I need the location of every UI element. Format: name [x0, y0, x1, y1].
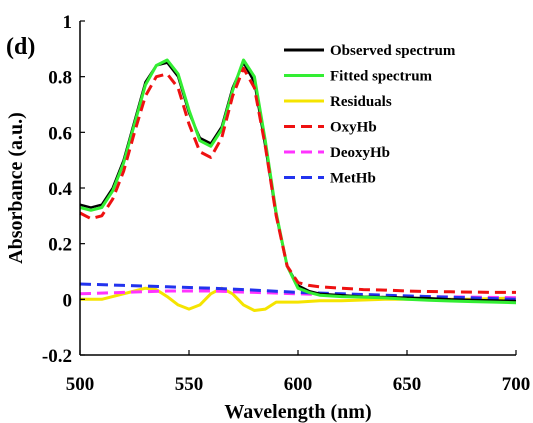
x-tick-label: 500 [66, 374, 95, 395]
legend-label: Observed spectrum [330, 43, 456, 59]
y-tick-label: 0.4 [48, 179, 72, 200]
y-tick-label: 0.6 [48, 123, 72, 144]
x-tick-label: 600 [284, 374, 313, 395]
y-tick-label: 0.8 [48, 68, 72, 89]
series-line-oxyhb [79, 66, 516, 294]
x-axis-title: Wavelength (nm) [224, 401, 371, 423]
legend: Observed spectrum Fitted spectrum Residual… [284, 43, 456, 187]
series-line-methb [79, 282, 517, 301]
legend-label: OxyHb [330, 120, 377, 136]
plot-axes [79, 21, 516, 356]
x-tick-label: 700 [502, 374, 531, 395]
legend-label: MetHb [330, 171, 376, 187]
legend-label: Fitted spectrum [330, 69, 433, 85]
y-tick-label: 1 [63, 12, 73, 33]
series-line-fitted-spectrum [79, 58, 517, 305]
x-tick-label: 550 [175, 374, 204, 395]
x-ticks: 500 550 600 650 700 [66, 350, 531, 395]
legend-label: Residuals [330, 94, 392, 110]
y-tick-label: 0 [63, 290, 73, 311]
plot-lines [79, 58, 517, 312]
y-tick-label: -0.2 [42, 346, 72, 367]
panel-label: (d) [6, 34, 35, 60]
y-axis-title: Absorbance (a.u.) [5, 112, 27, 264]
y-tick-label: 0.2 [48, 235, 72, 256]
legend-label: DeoxyHb [330, 145, 390, 161]
series-line-observed-spectrum [79, 61, 517, 303]
y-ticks: -0.2 0 0.2 0.4 0.6 0.8 1 [42, 12, 85, 367]
x-tick-label: 650 [393, 374, 422, 395]
